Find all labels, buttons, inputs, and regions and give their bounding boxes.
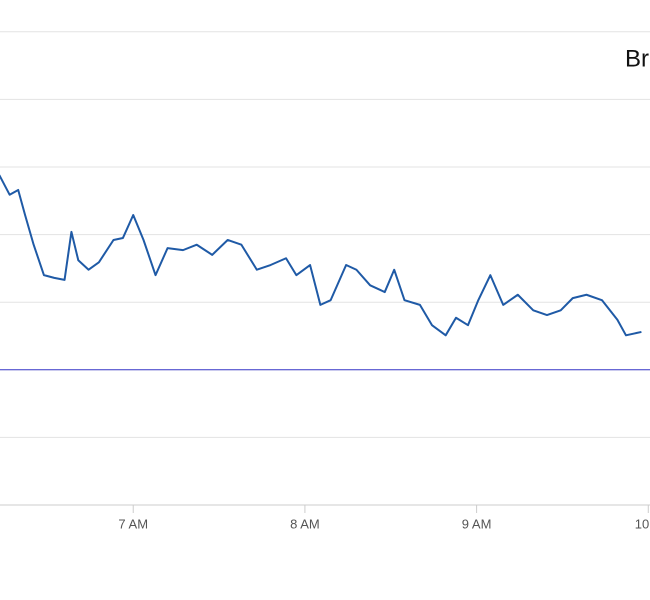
x-tick-label: 9 AM (462, 516, 492, 531)
x-tick-label: 8 AM (290, 516, 320, 531)
data-line (0, 174, 642, 337)
x-tick-label: 10 (635, 516, 649, 531)
chart-title: Br (625, 45, 649, 72)
plot: 7 AM 8 AM 9 AM 10 (0, 31, 650, 531)
x-tick-label: 7 AM (118, 516, 148, 531)
